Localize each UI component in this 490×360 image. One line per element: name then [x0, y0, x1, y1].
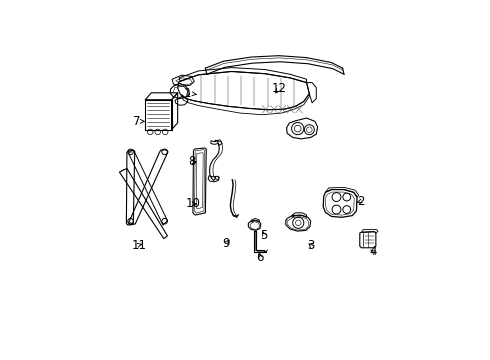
- Text: 9: 9: [222, 237, 230, 250]
- Text: 4: 4: [369, 245, 377, 258]
- Text: 11: 11: [131, 239, 147, 252]
- Text: 5: 5: [261, 229, 268, 242]
- Text: 2: 2: [357, 195, 365, 208]
- Text: 6: 6: [257, 251, 264, 264]
- Text: 8: 8: [188, 156, 196, 168]
- Text: 12: 12: [271, 82, 286, 95]
- Text: 3: 3: [307, 239, 315, 252]
- Text: 1: 1: [184, 87, 196, 100]
- Text: 10: 10: [186, 198, 200, 211]
- Text: 7: 7: [133, 115, 144, 128]
